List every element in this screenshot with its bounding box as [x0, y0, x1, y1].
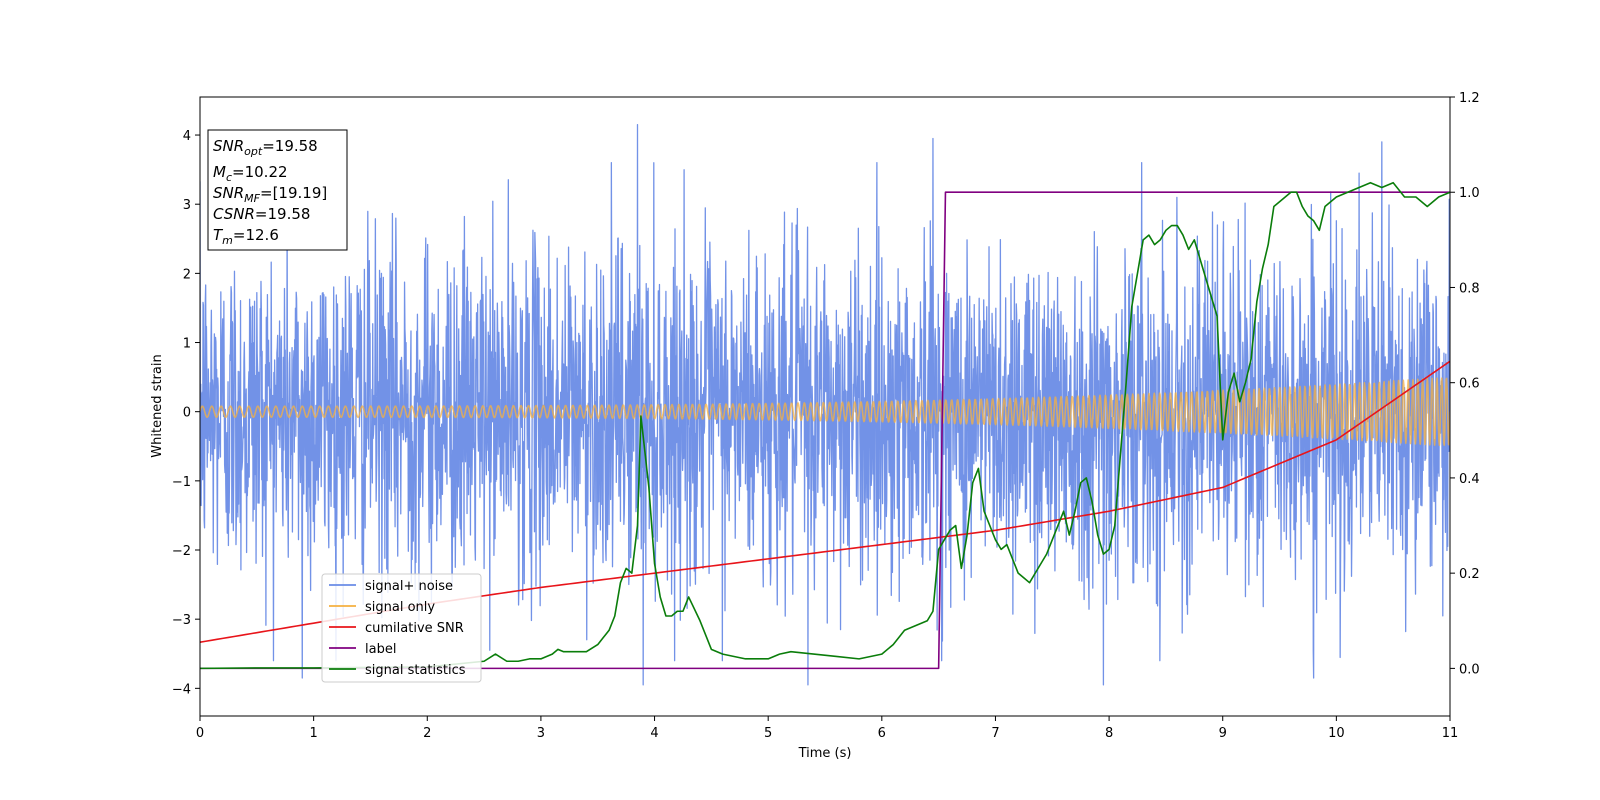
x-tick-label: 5 — [764, 726, 772, 741]
y2-tick-label: 1.0 — [1459, 186, 1480, 201]
y-tick-label: 4 — [183, 129, 191, 144]
y2-tick-label: 0.6 — [1459, 377, 1480, 392]
legend-entry: cumilative SNR — [365, 621, 464, 636]
legend-entry: signal statistics — [365, 663, 466, 678]
y-tick-label: −1 — [172, 475, 191, 490]
y-tick-label: 2 — [183, 267, 191, 282]
x-tick-label: 4 — [650, 726, 658, 741]
x-axis-label: Time (s) — [798, 746, 852, 761]
legend: signal+ noise signal only cumilative SNR la… — [321, 573, 482, 683]
y-tick-label: 0 — [183, 406, 191, 421]
legend-entry: signal+ noise — [365, 579, 453, 594]
info-line: SNRopt=19.58 — [213, 137, 318, 158]
y2-tick-label: 0.8 — [1459, 281, 1480, 296]
info-line: CSNR=19.58 — [213, 205, 310, 223]
legend-frame — [321, 573, 482, 683]
x-tick-label: 7 — [991, 726, 999, 741]
info-line: Tm=12.6 — [213, 226, 279, 247]
x-tick-label: 10 — [1328, 726, 1345, 741]
y-tick-label: −4 — [172, 682, 191, 697]
x-tick-label: 3 — [537, 726, 545, 741]
y-tick-label: −2 — [172, 544, 191, 559]
y2-tick-label: 0.0 — [1459, 662, 1480, 677]
y-tick-label: 3 — [183, 198, 191, 213]
plot-frame — [199, 96, 1451, 717]
series-signal-noise — [200, 124, 1450, 686]
legend-entry: label — [365, 642, 396, 657]
y-tick-label: −3 — [172, 613, 191, 628]
x-axis: 0 1 2 3 4 5 6 7 8 9 10 11 — [196, 716, 1458, 741]
x-tick-label: 1 — [309, 726, 317, 741]
series-label — [200, 191, 1450, 670]
y2-tick-label: 0.2 — [1459, 567, 1480, 582]
series-signal-only — [200, 377, 1450, 447]
y-axis-left: −4 −3 −2 −1 0 1 2 3 4 — [172, 129, 200, 697]
y-axis-right: 0.0 0.2 0.4 0.6 0.8 1.0 1.2 — [1450, 91, 1480, 677]
x-tick-label: 6 — [878, 726, 886, 741]
y2-tick-label: 1.2 — [1459, 91, 1480, 106]
info-box: SNRopt=19.58 Mc=10.22SNRMF=[19.19]CSNR=19… — [207, 129, 348, 251]
y-tick-label: 1 — [183, 337, 191, 352]
info-box-frame — [207, 129, 348, 251]
series-signal-statistics — [200, 181, 1450, 670]
y2-tick-label: 0.4 — [1459, 472, 1480, 487]
x-tick-label: 9 — [1219, 726, 1227, 741]
info-line: Mc=10.22 — [213, 163, 288, 184]
legend-entry: signal only — [365, 600, 435, 615]
info-line: SNRMF=[19.19] — [213, 184, 327, 205]
y-axis-label: Whitened strain — [150, 354, 165, 457]
x-tick-label: 0 — [196, 726, 204, 741]
x-tick-label: 8 — [1105, 726, 1113, 741]
x-tick-label: 11 — [1442, 726, 1459, 741]
x-tick-label: 2 — [423, 726, 431, 741]
